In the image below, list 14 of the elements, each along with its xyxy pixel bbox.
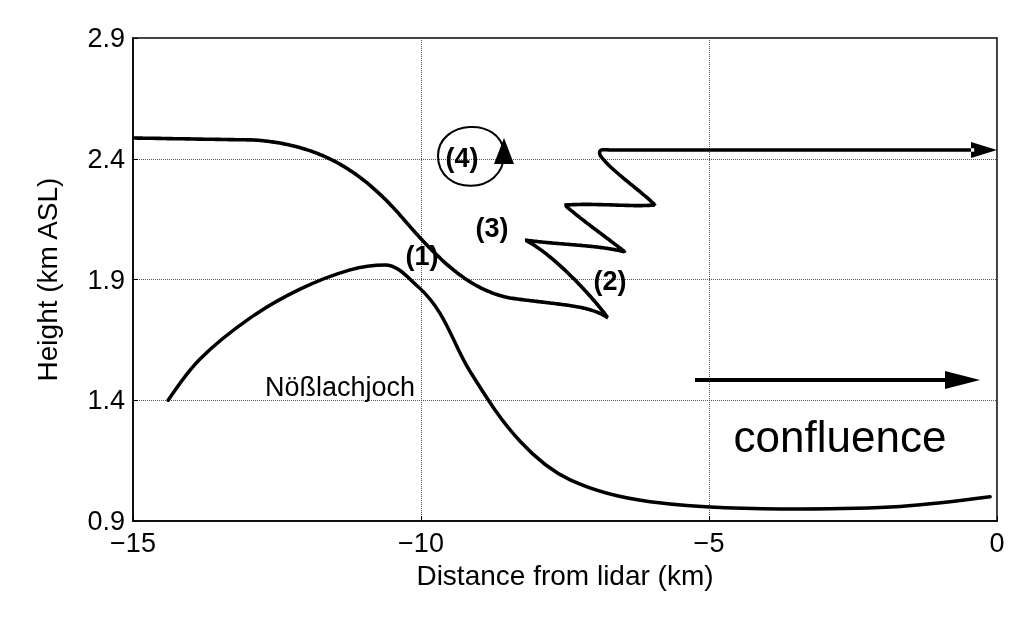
y-tick-label: 2.9 <box>87 23 125 53</box>
y-tick-label: 2.4 <box>87 143 125 174</box>
annotation: (3) <box>475 213 509 243</box>
annotation: (4) <box>445 143 479 173</box>
annotation: Nößlachjoch <box>264 372 416 402</box>
y-tick-label: 1.4 <box>87 385 125 416</box>
x-axis-title: Distance from lidar (km) <box>416 559 714 591</box>
x-tick-label: 0 <box>989 527 1005 558</box>
annotation: confluence <box>733 411 947 461</box>
x-tick-label: −10 <box>398 527 444 558</box>
annotation: (2) <box>593 266 627 296</box>
x-tick-label: −5 <box>693 527 725 558</box>
y-tick-label: 1.9 <box>87 264 125 295</box>
y-axis-title: Height (km ASL) <box>31 177 63 382</box>
